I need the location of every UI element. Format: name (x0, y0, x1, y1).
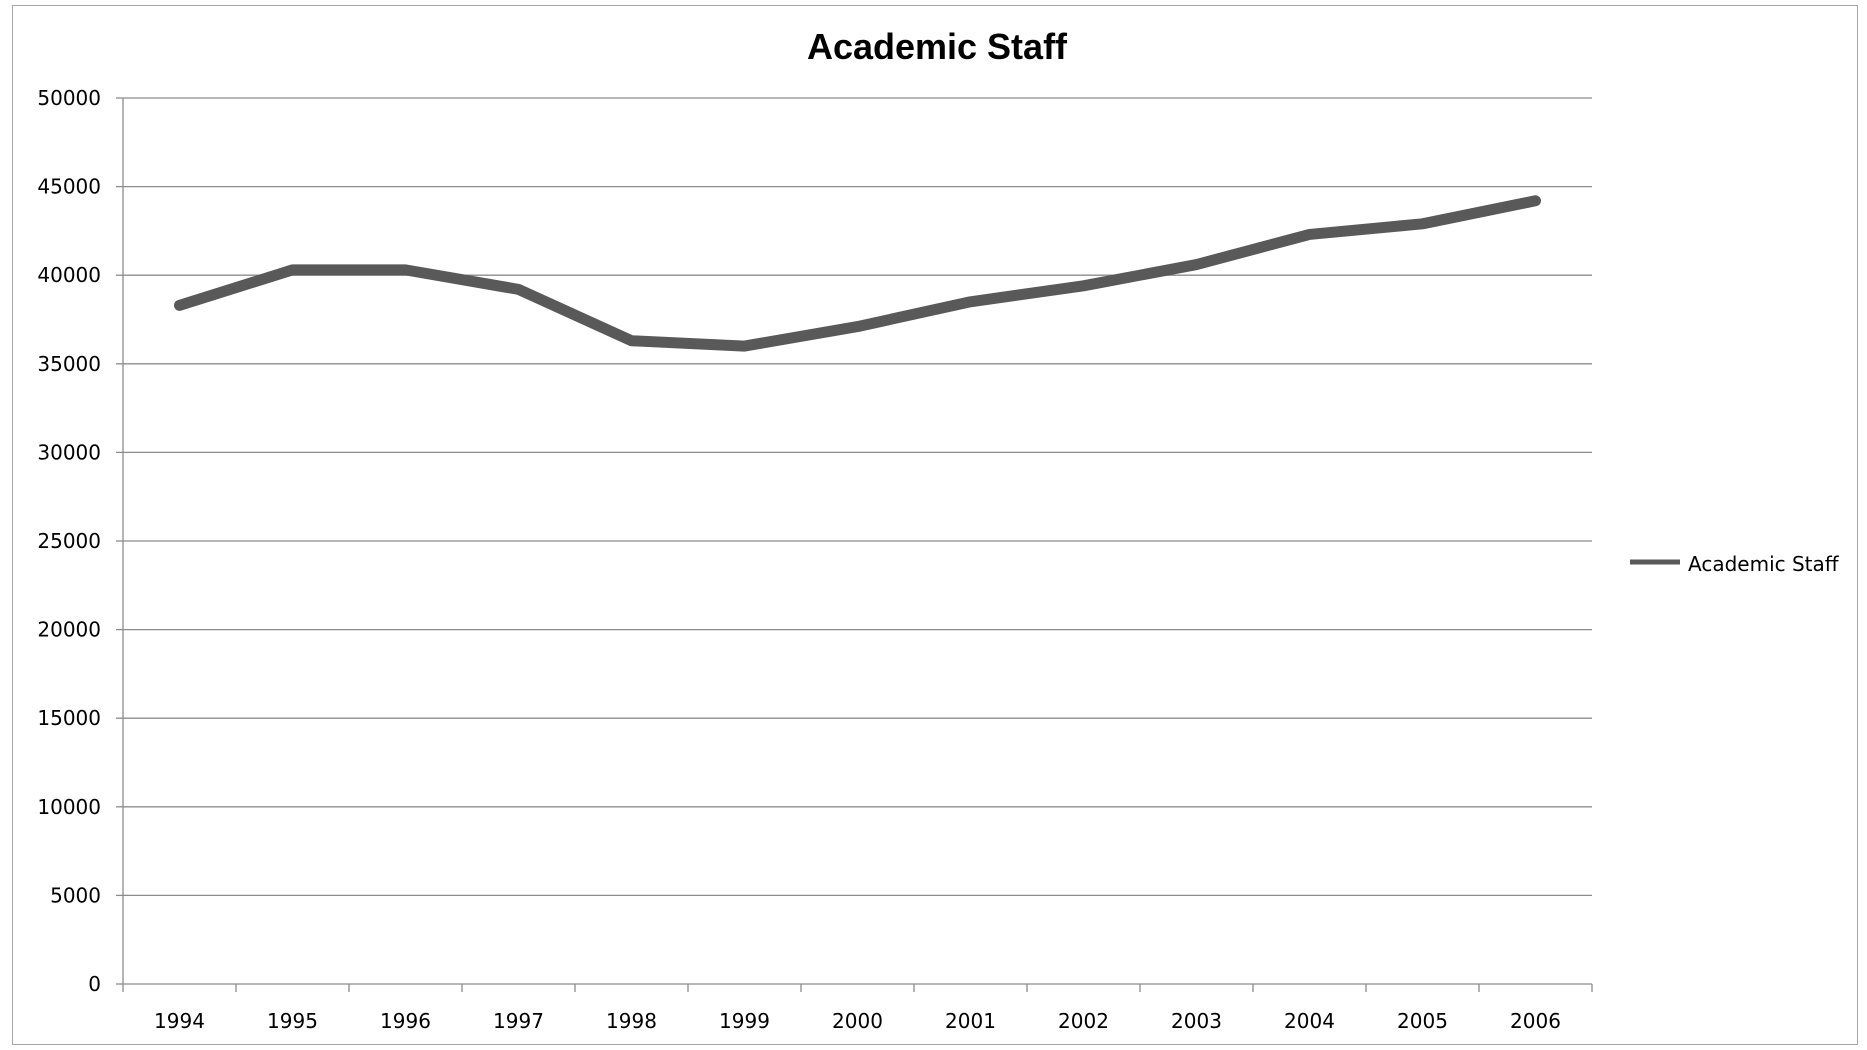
y-tick-label: 10000 (37, 795, 101, 819)
legend: Academic Staff (1630, 552, 1840, 576)
x-tick-label: 1999 (719, 1009, 770, 1033)
y-tick-label: 35000 (37, 352, 101, 376)
x-tick-label: 1995 (267, 1009, 318, 1033)
gridlines (123, 97, 1592, 897)
series-lines (174, 195, 1541, 352)
x-tick-label: 2006 (1510, 1009, 1561, 1033)
chart-title: Academic Staff (807, 26, 1068, 67)
y-tick-label: 5000 (50, 883, 101, 907)
series-line-0 (174, 195, 1541, 352)
y-tick-label: 25000 (37, 529, 101, 553)
x-tick-label: 1996 (380, 1009, 431, 1033)
x-tick-label: 2002 (1058, 1009, 1109, 1033)
y-axis-ticks: 0 5000 10000 15000 20000 25000 30000 35000 40000… (37, 86, 101, 996)
y-tick-label: 40000 (37, 263, 101, 287)
x-tick-label: 1998 (606, 1009, 657, 1033)
y-tick-label: 50000 (37, 86, 101, 110)
x-tick-label: 1997 (493, 1009, 544, 1033)
x-tick-label: 2004 (1284, 1009, 1335, 1033)
legend-label: Academic Staff (1688, 552, 1840, 576)
chart-frame (12, 5, 1858, 1045)
y-tick-label: 20000 (37, 618, 101, 642)
y-tick-label: 45000 (37, 175, 101, 199)
x-axis-ticks: 1994 1995 1996 1997 1998 1999 2000 2001 2002 2003… (154, 1009, 1561, 1033)
x-tick-label: 2000 (832, 1009, 883, 1033)
x-tick-label: 2003 (1171, 1009, 1222, 1033)
y-tick-label: 30000 (37, 440, 101, 464)
x-tick-label: 2001 (945, 1009, 996, 1033)
axes (116, 97, 1593, 992)
x-tick-label: 1994 (154, 1009, 205, 1033)
x-tick-label: 2005 (1397, 1009, 1448, 1033)
y-tick-label: 0 (88, 972, 101, 996)
y-tick-label: 15000 (37, 706, 101, 730)
